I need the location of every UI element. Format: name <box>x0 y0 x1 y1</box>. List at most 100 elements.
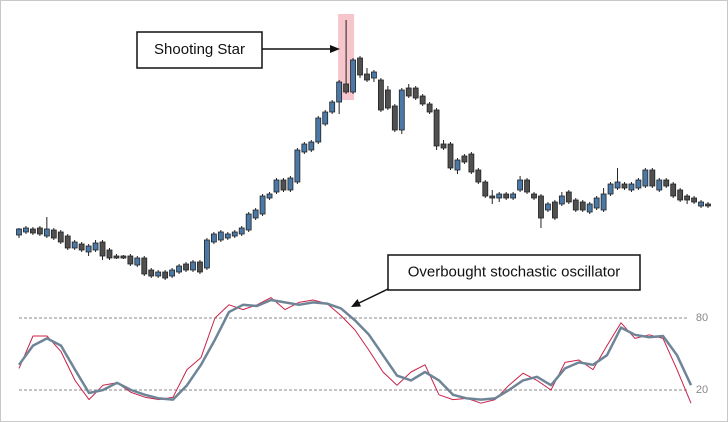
candle-body <box>106 249 113 259</box>
candle-body <box>371 71 377 79</box>
candle-body <box>176 265 182 273</box>
candle-body <box>433 109 440 147</box>
candle-body <box>579 201 586 211</box>
candle-body <box>538 195 544 219</box>
candle-body <box>23 227 29 233</box>
candle-body <box>224 233 231 239</box>
candle-body <box>586 203 593 213</box>
candle-body <box>259 195 266 215</box>
candle-body <box>412 87 419 99</box>
candle-body <box>141 257 148 275</box>
candle-body <box>545 203 551 211</box>
candle-body <box>558 195 565 205</box>
candle-body <box>426 103 433 113</box>
candle-body <box>204 239 210 269</box>
candle-body <box>461 155 468 163</box>
candle-body <box>280 179 287 191</box>
annotation-box <box>387 254 641 291</box>
candle-body <box>503 193 510 199</box>
arrow-head <box>330 45 340 53</box>
candle-body <box>85 245 92 253</box>
candle-body <box>635 179 642 189</box>
oscillator-line <box>17 298 693 401</box>
candle-body <box>64 235 71 249</box>
candle-body <box>670 183 677 197</box>
candle-body <box>50 229 57 239</box>
candle-body <box>78 243 85 251</box>
candle-body <box>357 57 363 76</box>
candle-body <box>127 255 134 265</box>
candle-body <box>134 257 141 266</box>
candle-body <box>391 105 398 131</box>
candle-body <box>551 201 558 219</box>
candle-body <box>155 271 162 277</box>
candle-body <box>336 81 343 103</box>
candle-body <box>642 169 649 187</box>
candle-body <box>238 227 245 235</box>
candle-body <box>16 228 22 236</box>
candle-body <box>377 79 384 111</box>
candle-body <box>447 143 454 169</box>
candle-body <box>231 231 238 237</box>
candle-body <box>405 87 412 97</box>
candle-body <box>113 255 120 259</box>
candle-body <box>273 179 280 193</box>
candle-body <box>398 89 405 131</box>
candle-body <box>531 193 537 199</box>
candle-body <box>294 149 301 183</box>
candle-body <box>677 189 684 201</box>
candle-body <box>350 59 356 93</box>
candle-body <box>148 269 155 277</box>
candle-body <box>607 183 614 195</box>
candle-body <box>183 263 189 271</box>
candle-body <box>169 269 176 277</box>
candle-body <box>30 228 36 234</box>
candle-body <box>99 241 106 257</box>
candle-body <box>698 201 704 207</box>
candle-body <box>266 193 273 199</box>
annotation: Overbought stochastic oscillator <box>408 263 621 280</box>
y-tick-label: 80 <box>696 312 708 324</box>
annotation-box <box>136 31 263 69</box>
candle-body <box>190 261 196 271</box>
candle-body <box>482 181 489 197</box>
candle-body <box>663 179 670 187</box>
candle-body <box>524 179 530 193</box>
candle-body <box>468 153 475 173</box>
candle-body <box>419 95 426 105</box>
candle-body <box>301 143 308 153</box>
candle-body <box>197 261 203 273</box>
candle-body <box>614 181 621 189</box>
candle-body <box>593 197 600 209</box>
candle-body <box>510 193 517 199</box>
candle-body <box>36 227 43 235</box>
candle-body <box>628 183 635 191</box>
candle-body <box>43 228 50 237</box>
candle-body <box>656 179 663 191</box>
candle-body <box>57 231 64 243</box>
candle-body <box>454 159 461 171</box>
candle-body <box>162 271 169 279</box>
candle-body <box>210 233 217 243</box>
candle-body <box>517 179 523 191</box>
candle-body <box>600 193 607 211</box>
candle-body <box>287 177 294 191</box>
candle-body <box>322 111 329 125</box>
candle-body <box>120 255 127 259</box>
candle-body <box>440 143 447 149</box>
y-tick-label: 20 <box>696 384 708 396</box>
oscillator-line <box>18 297 692 404</box>
candle-body <box>308 141 315 151</box>
candle-body <box>489 195 496 199</box>
candle-body <box>649 169 656 187</box>
candle-body <box>252 209 259 219</box>
candle-body <box>684 195 691 201</box>
candle-body <box>364 73 370 81</box>
candle-body <box>691 197 697 203</box>
candle-body <box>621 183 628 189</box>
candle-body <box>71 241 78 249</box>
annotation-arrow <box>358 288 389 304</box>
candle-body <box>475 169 482 183</box>
